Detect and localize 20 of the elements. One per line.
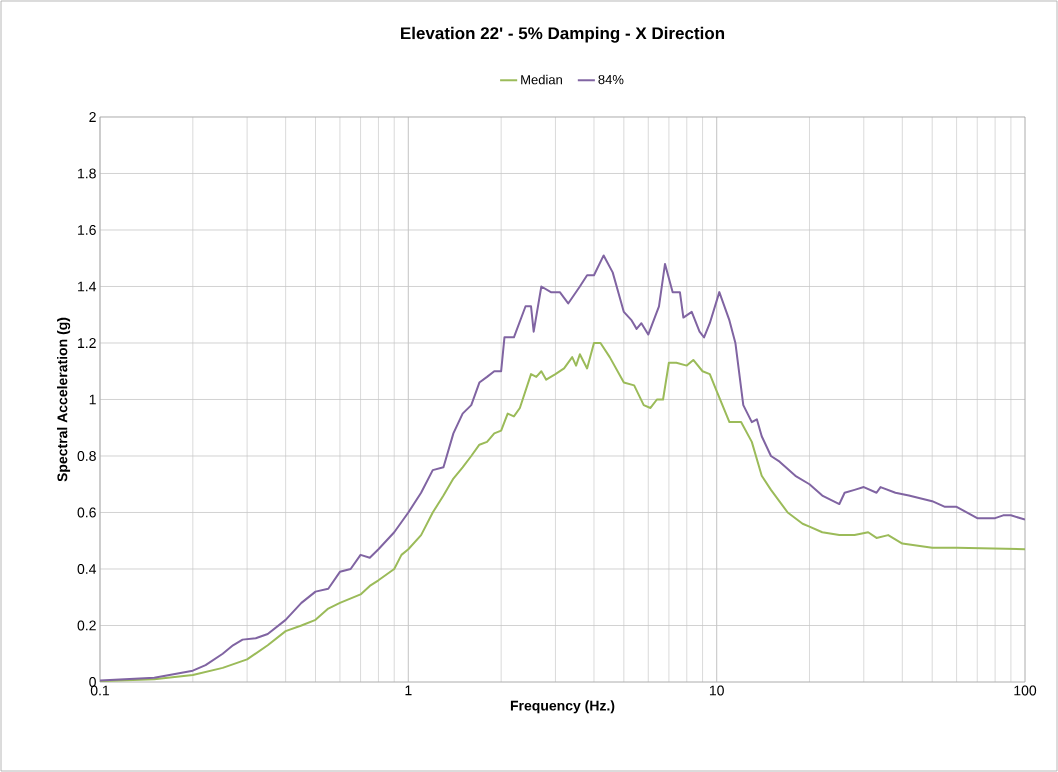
- y-tick-label: 0.4: [77, 564, 97, 574]
- x-tick-label: 100: [1014, 685, 1037, 696]
- y-tick-label: 0: [89, 677, 96, 687]
- x-axis-title: Frequency (Hz.): [510, 700, 615, 714]
- y-tick-label: 1.4: [78, 281, 97, 292]
- y-tick-label: 0.8: [77, 451, 96, 461]
- legend-label: Median: [521, 74, 562, 85]
- y-tick-label: 2: [89, 112, 96, 122]
- x-tick-label: 0.1: [90, 685, 110, 696]
- y-tick-label: 1.8: [78, 168, 96, 179]
- y-tick-label: 0.2: [77, 620, 96, 631]
- y-axis-title: Spectral Acceleration (g): [57, 317, 71, 482]
- y-tick-label: 0.6: [77, 507, 96, 518]
- y-tick-label: 1.2: [78, 338, 96, 348]
- legend-label: 84%: [598, 74, 624, 85]
- x-tick-label: 1: [405, 685, 412, 696]
- y-tick-label: 1.6: [78, 225, 96, 235]
- chart-title: Elevation 22' - 5% Damping - X Direction: [401, 26, 725, 43]
- y-tick-label: 1: [89, 394, 96, 405]
- x-tick-label: 10: [709, 685, 724, 696]
